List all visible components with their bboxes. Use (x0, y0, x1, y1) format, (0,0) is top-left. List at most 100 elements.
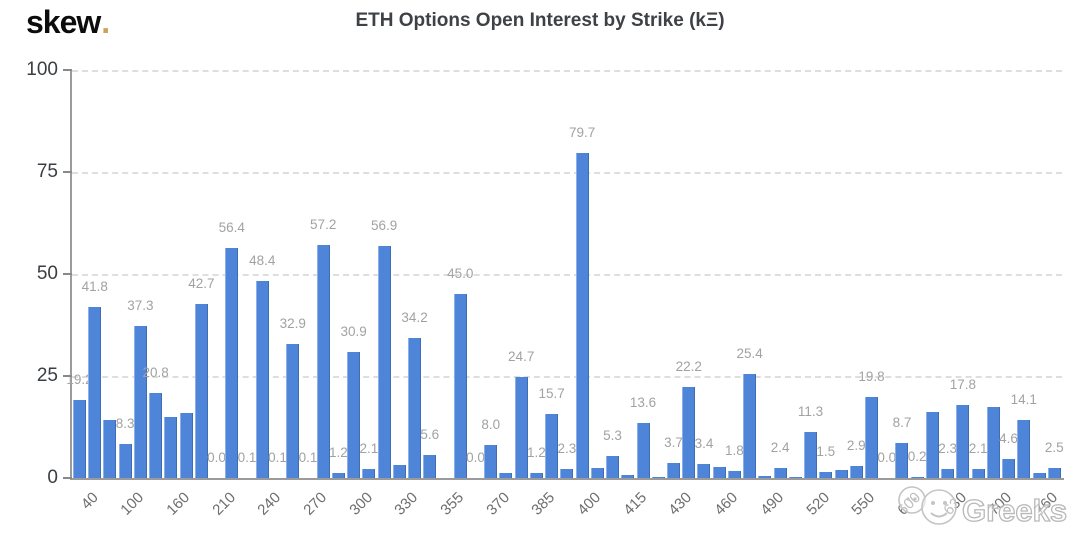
bar-value-label: 0.2 (907, 449, 927, 464)
bar-value-label: 0.1 (268, 450, 287, 465)
gridline-75 (72, 172, 1062, 174)
bar-value-label: 45.0 (447, 266, 474, 281)
bar-value-label: 19.2 (66, 372, 93, 387)
bar (149, 393, 163, 478)
y-tick-mark (63, 273, 72, 275)
x-tick-label-330: 330 (391, 489, 422, 519)
bar (804, 432, 818, 478)
y-tick-mark (63, 477, 72, 479)
bar-value-label: 0.1 (298, 450, 318, 465)
bar-value-label: 5.3 (603, 428, 622, 443)
bar-value-label: 56.9 (370, 218, 398, 233)
bar (103, 420, 117, 478)
bar (499, 473, 513, 478)
gridline-25 (72, 376, 1062, 378)
bar-value-label: 37.3 (127, 298, 154, 313)
x-tick-label-400: 400 (574, 489, 605, 519)
bar (865, 397, 878, 478)
chart-title: ETH Options Open Interest by Strike (kΞ) (355, 10, 725, 31)
bar (164, 417, 178, 478)
y-tick-mark (63, 171, 72, 173)
bar (453, 294, 467, 478)
bar (941, 469, 955, 478)
bar (834, 470, 848, 478)
chat-emoji-icon (898, 486, 957, 525)
bar (545, 414, 559, 478)
bar (514, 377, 528, 478)
bar (667, 463, 680, 478)
x-tick-label-370: 370 (483, 489, 513, 519)
bar-value-label: 0.0 (207, 450, 226, 465)
bar (118, 444, 132, 478)
bar-value-label: 2.1 (359, 441, 379, 456)
bar (743, 374, 757, 478)
bar-value-label: 2.5 (1044, 440, 1064, 455)
x-tick-label-520: 520 (802, 489, 833, 519)
bar-value-label: 20.8 (142, 365, 169, 380)
bar (788, 477, 802, 478)
x-tick-label-270: 270 (300, 489, 330, 519)
y-axis-label-75: 75 (36, 161, 58, 182)
y-axis-label-0: 0 (47, 467, 58, 488)
bar-value-label: 41.8 (81, 279, 108, 294)
bar (758, 476, 772, 478)
plot-area: 19.2 41.8 8.3 37.3 20.8 42.7 0.0 56.4 0.1 48.4 0.1… (66, 70, 1064, 478)
y-axis-label-25: 25 (36, 365, 58, 386)
bar (651, 477, 665, 478)
bar-value-label: 19.8 (858, 369, 885, 384)
skew-logo-text: skew (26, 4, 101, 40)
bar (971, 469, 985, 478)
bar-value-label: 0.0 (466, 450, 485, 465)
bar-value-label: 34.2 (401, 310, 428, 325)
watermark: Greeks (898, 486, 1068, 529)
bar (225, 248, 239, 478)
bar (819, 472, 833, 478)
bar (636, 423, 650, 478)
bar (194, 304, 208, 478)
y-tick-mark (63, 69, 72, 71)
bar (73, 400, 86, 478)
x-tick-label-240: 240 (254, 489, 285, 519)
bar-value-label: 8.3 (115, 416, 135, 431)
bar (347, 352, 361, 478)
bar (331, 473, 345, 478)
bar-value-label: 1.2 (329, 445, 348, 460)
x-tick-label-210: 210 (208, 489, 239, 519)
x-tick-label-160: 160 (163, 489, 193, 519)
bar (773, 468, 787, 478)
bar-value-label: 4.6 (999, 431, 1018, 446)
bar (255, 281, 269, 478)
bar-value-label: 2.3 (557, 441, 577, 456)
bar (712, 467, 726, 478)
x-tick-label-415: 415 (620, 489, 650, 519)
bar (377, 246, 391, 478)
bar (621, 475, 635, 478)
bar (316, 245, 330, 478)
bar (133, 326, 147, 478)
x-tick-label-40: 40 (77, 489, 102, 513)
gridline-100 (72, 70, 1062, 72)
bar (529, 473, 543, 478)
bar-value-label: 32.9 (279, 316, 306, 331)
bar-value-label: 3.4 (694, 436, 714, 451)
bar (895, 443, 909, 478)
bar-value-label: 48.4 (249, 253, 276, 268)
skew-logo-dot: . (101, 4, 110, 40)
bar (423, 455, 437, 478)
bar (590, 468, 604, 478)
bar (606, 456, 620, 478)
bar-value-label: 22.2 (675, 359, 702, 374)
bar (682, 387, 696, 478)
bar-value-label: 0.1 (237, 450, 257, 465)
bar (956, 405, 970, 478)
bar-value-label: 14.1 (1010, 392, 1037, 407)
bar-value-label: 11.3 (797, 404, 824, 419)
bar (560, 469, 574, 478)
y-axis-label-50: 50 (36, 263, 58, 284)
bar (727, 471, 741, 478)
bar-value-label: 0.0 (877, 450, 897, 465)
bar-value-label: 25.4 (736, 346, 763, 361)
bar-value-label: 1.2 (527, 445, 546, 460)
bar-value-label: 57.2 (310, 217, 337, 232)
bar-value-label: 56.4 (218, 220, 245, 235)
